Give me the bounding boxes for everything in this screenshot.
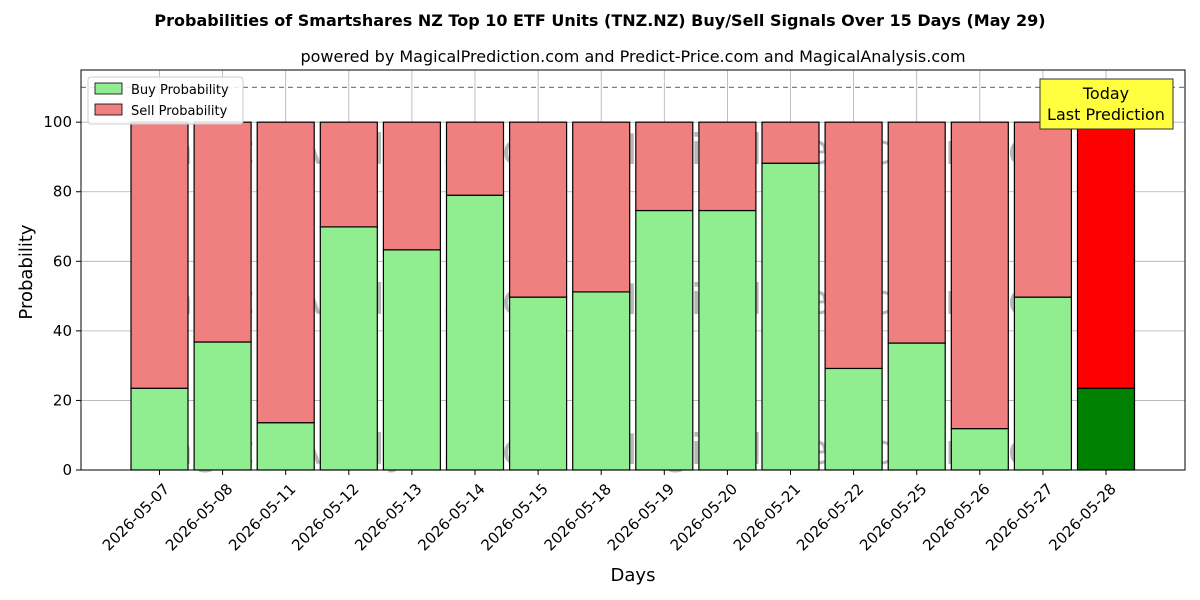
bar-sell bbox=[761, 121, 820, 164]
bar-sell bbox=[130, 121, 189, 389]
bar-buy bbox=[319, 226, 378, 471]
x-tick-label: 2026-05-07 bbox=[99, 480, 173, 554]
bar-buy bbox=[256, 422, 315, 471]
bar-buy bbox=[382, 249, 441, 471]
bar-sell bbox=[572, 121, 631, 293]
bar-sell bbox=[698, 121, 757, 212]
x-tick-label: 2026-05-15 bbox=[477, 480, 551, 554]
bar-sell bbox=[256, 121, 315, 424]
bar-sell bbox=[445, 121, 505, 196]
y-tick-label: 60 bbox=[53, 252, 72, 270]
bar-buy bbox=[445, 194, 505, 471]
bar-buy bbox=[887, 342, 946, 471]
bar-sell bbox=[193, 121, 252, 343]
y-tick-label: 0 bbox=[62, 461, 72, 479]
x-tick-label: 2026-05-22 bbox=[793, 480, 867, 554]
y-tick-label: 20 bbox=[53, 391, 72, 409]
bar-buy bbox=[635, 209, 694, 471]
bar-sell bbox=[887, 121, 946, 344]
y-tick-label: 100 bbox=[43, 113, 72, 131]
bar-buy bbox=[950, 428, 1009, 471]
legend-box bbox=[87, 76, 244, 125]
bars bbox=[130, 121, 1136, 471]
annotation-line2: Last Prediction bbox=[1047, 105, 1165, 124]
bar-buy bbox=[509, 296, 568, 471]
y-tick-label: 80 bbox=[53, 183, 72, 201]
bar-buy bbox=[572, 291, 631, 471]
x-axis-label: Days bbox=[611, 565, 656, 586]
chart-title: Probabilities of Smartshares NZ Top 10 E… bbox=[154, 11, 1045, 30]
legend-label-buy: Buy Probability bbox=[131, 83, 229, 98]
x-tick-label: 2026-05-25 bbox=[856, 480, 930, 554]
bar-sell bbox=[1076, 121, 1136, 389]
bar-buy bbox=[761, 162, 820, 471]
x-tick-label: 2026-05-28 bbox=[1045, 480, 1119, 554]
annotation-line1: Today bbox=[1082, 84, 1129, 103]
bar-sell bbox=[1013, 121, 1073, 298]
chart-subtitle: powered by MagicalPrediction.com and Pre… bbox=[300, 47, 965, 66]
x-tick-label: 2026-05-11 bbox=[225, 480, 299, 554]
bar-sell bbox=[824, 121, 883, 370]
x-tick-label: 2026-05-12 bbox=[288, 480, 362, 554]
x-tick-label: 2026-05-14 bbox=[414, 480, 488, 554]
today-annotation: Today Last Prediction bbox=[1039, 78, 1174, 130]
x-tick-label: 2026-05-19 bbox=[604, 480, 678, 554]
x-tick-label: 2026-05-13 bbox=[351, 480, 425, 554]
bar-sell bbox=[509, 121, 568, 298]
x-tick-label: 2026-05-27 bbox=[982, 480, 1056, 554]
x-axis: 2026-05-072026-05-082026-05-112026-05-12… bbox=[99, 470, 1120, 554]
x-tick-label: 2026-05-08 bbox=[162, 480, 236, 554]
bar-sell bbox=[319, 121, 378, 228]
legend-label-sell: Sell Probability bbox=[131, 104, 228, 119]
bar-buy bbox=[1076, 387, 1136, 471]
bar-sell bbox=[635, 121, 694, 212]
y-tick-label: 40 bbox=[53, 322, 72, 340]
y-axis-label: Probability bbox=[16, 224, 37, 319]
plot-frame bbox=[80, 69, 1186, 471]
bar-sell bbox=[382, 121, 441, 251]
bar-buy bbox=[824, 367, 883, 471]
bar-buy bbox=[698, 209, 757, 471]
x-tick-label: 2026-05-26 bbox=[919, 480, 993, 554]
bar-buy bbox=[193, 341, 252, 471]
x-tick-label: 2026-05-21 bbox=[730, 480, 804, 554]
bar-buy bbox=[1013, 296, 1073, 471]
legend-swatch-buy bbox=[94, 82, 123, 95]
bar-buy bbox=[130, 387, 189, 471]
legend-swatch-sell bbox=[94, 103, 123, 116]
x-tick-label: 2026-05-18 bbox=[541, 480, 615, 554]
x-tick-label: 2026-05-20 bbox=[667, 480, 741, 554]
y-axis: 0 20 40 60 80 100 bbox=[43, 113, 81, 479]
legend: Buy Probability Sell Probability bbox=[87, 76, 244, 125]
annotation-box bbox=[1039, 78, 1174, 130]
bar-sell bbox=[950, 121, 1009, 430]
